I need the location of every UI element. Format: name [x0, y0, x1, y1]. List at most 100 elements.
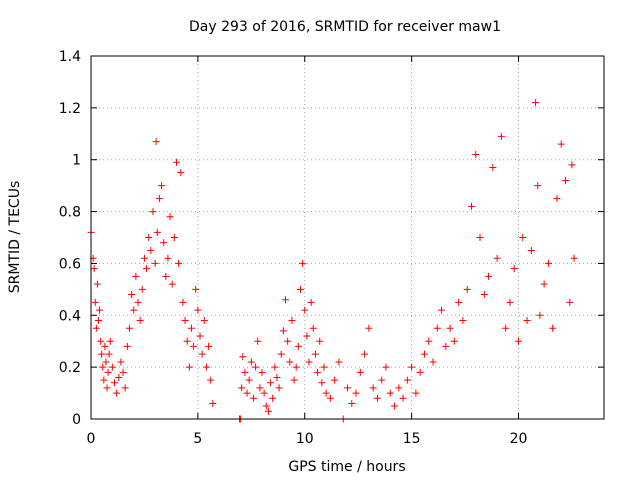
data-point — [190, 342, 198, 350]
data-point — [111, 379, 119, 387]
data-point — [515, 337, 522, 345]
data-point — [331, 376, 339, 384]
data-point — [198, 350, 206, 358]
data-point — [425, 337, 433, 345]
data-point — [386, 389, 394, 397]
data-point — [138, 285, 146, 293]
data-point — [205, 342, 213, 350]
data-point — [286, 358, 294, 366]
data-point — [179, 298, 187, 306]
data-point — [463, 285, 471, 293]
data-point — [181, 316, 189, 324]
data-point — [299, 259, 307, 267]
data-point — [344, 384, 351, 392]
data-point — [395, 384, 403, 392]
data-point — [91, 298, 99, 306]
data-point — [296, 285, 304, 293]
data-point — [544, 259, 552, 267]
data-point — [252, 363, 260, 371]
data-point — [523, 316, 531, 324]
data-point — [128, 291, 136, 299]
data-point — [273, 374, 281, 382]
data-point — [279, 327, 287, 335]
data-point — [446, 324, 454, 332]
data-point — [318, 379, 326, 387]
data-point — [391, 402, 399, 410]
data-point — [566, 298, 574, 306]
data-point — [192, 285, 200, 293]
data-point — [480, 291, 488, 299]
y-tick-label: 1 — [72, 153, 81, 169]
data-point — [314, 368, 322, 376]
data-point — [455, 298, 463, 306]
data-point — [194, 306, 202, 314]
data-point — [245, 376, 253, 384]
data-point — [185, 363, 193, 371]
data-point — [125, 324, 133, 332]
data-point — [365, 324, 373, 332]
data-point — [309, 324, 317, 332]
data-point — [269, 394, 277, 402]
axis-ticks: 0 0.2 0.4 0.6 0.8 1 1.2 1.4 0 5 10 15 20 — [59, 49, 604, 447]
chart-title: Day 293 of 2016, SRMTID for receiver maw… — [189, 19, 501, 35]
data-point — [117, 358, 125, 366]
data-point — [382, 363, 390, 371]
data-point — [433, 324, 441, 332]
data-point — [322, 389, 330, 397]
data-point — [97, 337, 105, 345]
data-point — [90, 265, 98, 273]
data-point — [173, 158, 180, 166]
data-point — [101, 342, 109, 350]
data-point — [506, 298, 514, 306]
data-point — [267, 379, 275, 387]
x-tick-label: 10 — [296, 431, 314, 447]
data-point — [311, 350, 319, 358]
data-point — [307, 298, 315, 306]
data-point — [200, 316, 208, 324]
data-point — [106, 337, 114, 345]
data-point — [168, 280, 176, 288]
data-point — [352, 389, 360, 397]
data-point — [113, 389, 121, 397]
data-point — [502, 324, 510, 332]
data-point — [103, 384, 111, 392]
data-point — [416, 368, 424, 376]
data-point — [536, 311, 544, 319]
data-point — [93, 280, 101, 288]
data-point — [166, 213, 174, 221]
data-point — [497, 132, 505, 140]
data-point — [549, 324, 557, 332]
data-point — [568, 161, 576, 169]
data-point — [271, 363, 279, 371]
data-point — [288, 316, 296, 324]
data-point — [187, 324, 195, 332]
data-point — [104, 368, 112, 376]
data-point — [284, 337, 292, 345]
y-tick-label: 0 — [72, 412, 81, 428]
grid — [91, 56, 604, 419]
data-point — [96, 306, 104, 314]
plot-frame — [90, 55, 605, 420]
data-point — [130, 306, 138, 314]
y-tick-label: 1.4 — [59, 49, 81, 65]
data-point — [335, 358, 343, 366]
data-point — [239, 353, 247, 361]
y-axis-label: SRMTID / TECUs — [7, 181, 23, 294]
data-point — [164, 254, 172, 262]
data-point — [145, 234, 153, 241]
data-point — [408, 363, 416, 371]
data-point — [459, 316, 467, 324]
y-tick-label: 0.8 — [59, 205, 81, 221]
data-point — [94, 316, 102, 324]
y-tick-label: 0.4 — [59, 308, 81, 324]
data-point — [241, 368, 249, 376]
data-point — [149, 208, 157, 216]
data-point — [121, 384, 129, 392]
data-point — [136, 316, 144, 324]
data-point — [277, 350, 285, 358]
data-point — [557, 140, 565, 148]
data-point — [100, 376, 108, 384]
data-point — [196, 332, 204, 340]
